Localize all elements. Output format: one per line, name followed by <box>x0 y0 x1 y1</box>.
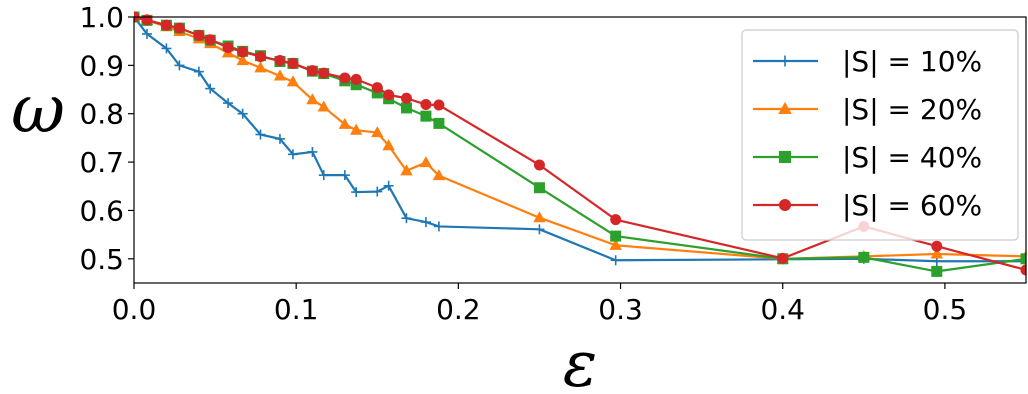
legend-label: |S| = 10% <box>842 45 982 78</box>
data-point-circle <box>174 23 185 34</box>
data-point-circle <box>223 42 234 53</box>
y-tick-label: 0.5 <box>79 243 124 276</box>
y-tick-label: 0.6 <box>79 194 124 227</box>
y-axis-label: ω <box>11 71 65 148</box>
y-axis: 0.5 0.6 0.7 0.8 0.9 1.0 <box>79 1 134 276</box>
data-point-plus <box>372 187 382 197</box>
data-point-square <box>931 266 942 277</box>
data-point-square <box>401 102 412 113</box>
data-point-square <box>1021 253 1028 264</box>
x-tick-label: 0.3 <box>598 293 643 326</box>
x-tick-label: 0.5 <box>923 293 968 326</box>
data-point-circle <box>161 20 172 31</box>
data-point-square <box>610 231 621 242</box>
y-tick-label: 1.0 <box>79 1 124 34</box>
data-point-circle <box>274 55 285 66</box>
x-tick-label: 0.1 <box>274 293 319 326</box>
data-point-circle <box>433 100 444 111</box>
data-point-circle <box>287 58 298 69</box>
data-point-circle <box>420 99 431 110</box>
x-tick-label: 0.2 <box>436 293 481 326</box>
legend: |S| = 10% |S| = 20% |S| = 40% |S| = 60% <box>742 30 1018 240</box>
data-point-circle <box>339 72 350 83</box>
data-point-circle <box>351 74 362 85</box>
data-point-triangle <box>318 100 330 111</box>
data-point-plus <box>434 221 444 231</box>
data-point-square <box>779 151 791 163</box>
data-point-square <box>433 118 444 129</box>
data-point-plus <box>384 181 394 191</box>
data-point-circle <box>237 46 248 57</box>
data-point-circle <box>1021 264 1028 275</box>
y-tick-label: 0.8 <box>79 98 124 131</box>
data-point-plus <box>319 170 329 180</box>
y-tick-label: 0.9 <box>79 49 124 82</box>
x-axis-label: ε <box>563 328 597 389</box>
data-point-circle <box>779 199 791 211</box>
data-point-circle <box>193 30 204 41</box>
data-point-circle <box>205 34 216 45</box>
data-point-square <box>420 111 431 122</box>
data-point-triangle <box>420 156 432 167</box>
data-point-circle <box>401 93 412 104</box>
y-tick-label: 0.7 <box>79 146 124 179</box>
data-point-circle <box>534 159 545 170</box>
data-point-plus <box>611 255 621 265</box>
x-tick-label: 0.4 <box>760 293 805 326</box>
data-point-circle <box>372 82 383 93</box>
data-point-plus <box>421 217 431 227</box>
data-point-circle <box>141 14 152 25</box>
data-point-plus <box>307 147 317 157</box>
data-point-circle <box>610 214 621 225</box>
legend-label: |S| = 60% <box>842 189 982 222</box>
data-point-plus <box>401 213 411 223</box>
data-point-square <box>858 252 869 263</box>
data-point-circle <box>318 68 329 79</box>
data-point-circle <box>255 51 266 62</box>
legend-label: |S| = 40% <box>842 141 982 174</box>
data-point-circle <box>307 65 318 76</box>
legend-label: |S| = 20% <box>842 93 982 126</box>
x-axis: 0.0 0.1 0.2 0.3 0.4 0.5 <box>112 283 967 326</box>
data-point-circle <box>383 89 394 100</box>
data-point-square <box>534 182 545 193</box>
x-tick-label: 0.0 <box>112 293 157 326</box>
data-point-plus <box>534 224 544 234</box>
data-point-circle <box>931 241 942 252</box>
data-point-circle <box>777 253 788 264</box>
